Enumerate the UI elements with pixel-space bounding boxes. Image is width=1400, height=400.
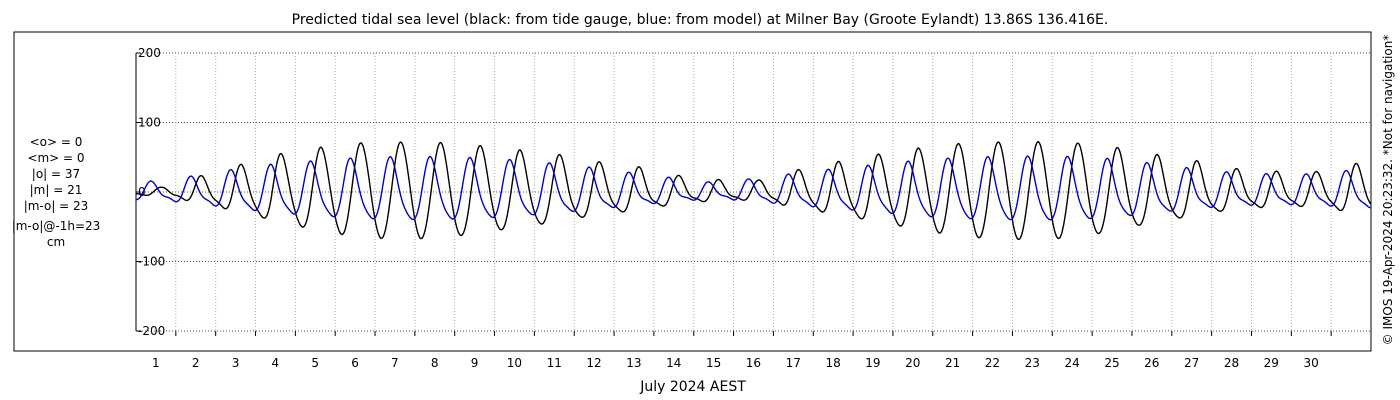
x-tick-label: 11 [547,356,562,370]
x-tick-label: 22 [985,356,1000,370]
stat-mean-model: <m> = 0 [27,151,84,165]
y-tick-label: 0 [138,185,146,199]
x-tick-label: 2 [192,356,200,370]
x-tick-label: 5 [311,356,319,370]
x-tick-label: 24 [1064,356,1079,370]
grid-lines [136,52,1371,332]
x-tick-label: 3 [232,356,240,370]
x-tick-label: 15 [706,356,721,370]
x-tick-label: 19 [865,356,880,370]
x-tick-label: 20 [905,356,920,370]
stat-mean-obs: <o> = 0 [30,135,83,149]
chart-title: Predicted tidal sea level (black: from t… [292,12,1109,28]
x-tick-label: 23 [1025,356,1040,370]
y-tick-label: -200 [138,324,165,338]
x-tick-label: 29 [1264,356,1279,370]
x-tick-label: 12 [586,356,601,370]
x-tick-label: 28 [1224,356,1239,370]
chart-frame [13,31,1372,352]
x-tick-label: 30 [1304,356,1319,370]
y-tick-label: 200 [138,46,161,60]
x-tick-label: 16 [746,356,761,370]
x-tick-label: 9 [471,356,479,370]
x-tick-label: 18 [825,356,840,370]
x-tick-label: 21 [945,356,960,370]
x-tick-label: 10 [507,356,522,370]
x-tick-label: 7 [391,356,399,370]
x-tick-label: 25 [1104,356,1119,370]
x-tick-label: 26 [1144,356,1159,370]
y-tick-label: 100 [138,116,161,130]
x-tick-label: 17 [786,356,801,370]
x-tick-label: 6 [351,356,359,370]
data-series [136,140,1372,241]
x-tick-label: 13 [626,356,641,370]
x-tick-label: 14 [666,356,681,370]
x-tick-label: 4 [272,356,280,370]
x-tick-label: 1 [152,356,160,370]
series-line-model [136,155,1371,221]
stat-abs-diff-lag: |m-o|@-1h=23 [12,219,101,233]
y-tick-label: -100 [138,255,165,269]
stat-abs-obs: |o| = 37 [32,167,80,181]
x-tick-label: 27 [1184,356,1199,370]
stat-abs-diff: |m-o| = 23 [24,199,89,213]
axes [135,52,1332,336]
stat-units: cm [47,235,65,249]
x-axis-label: July 2024 AEST [639,379,746,395]
stat-abs-model: |m| = 21 [30,183,83,197]
copyright-note: © IMOS 19-Apr-2024 20:23:32. *Not for na… [1381,35,1395,346]
x-tick-label: 8 [431,356,439,370]
stats-block: <o> = 0 <m> = 0 |o| = 37 |m| = 21 |m-o| … [12,135,101,249]
